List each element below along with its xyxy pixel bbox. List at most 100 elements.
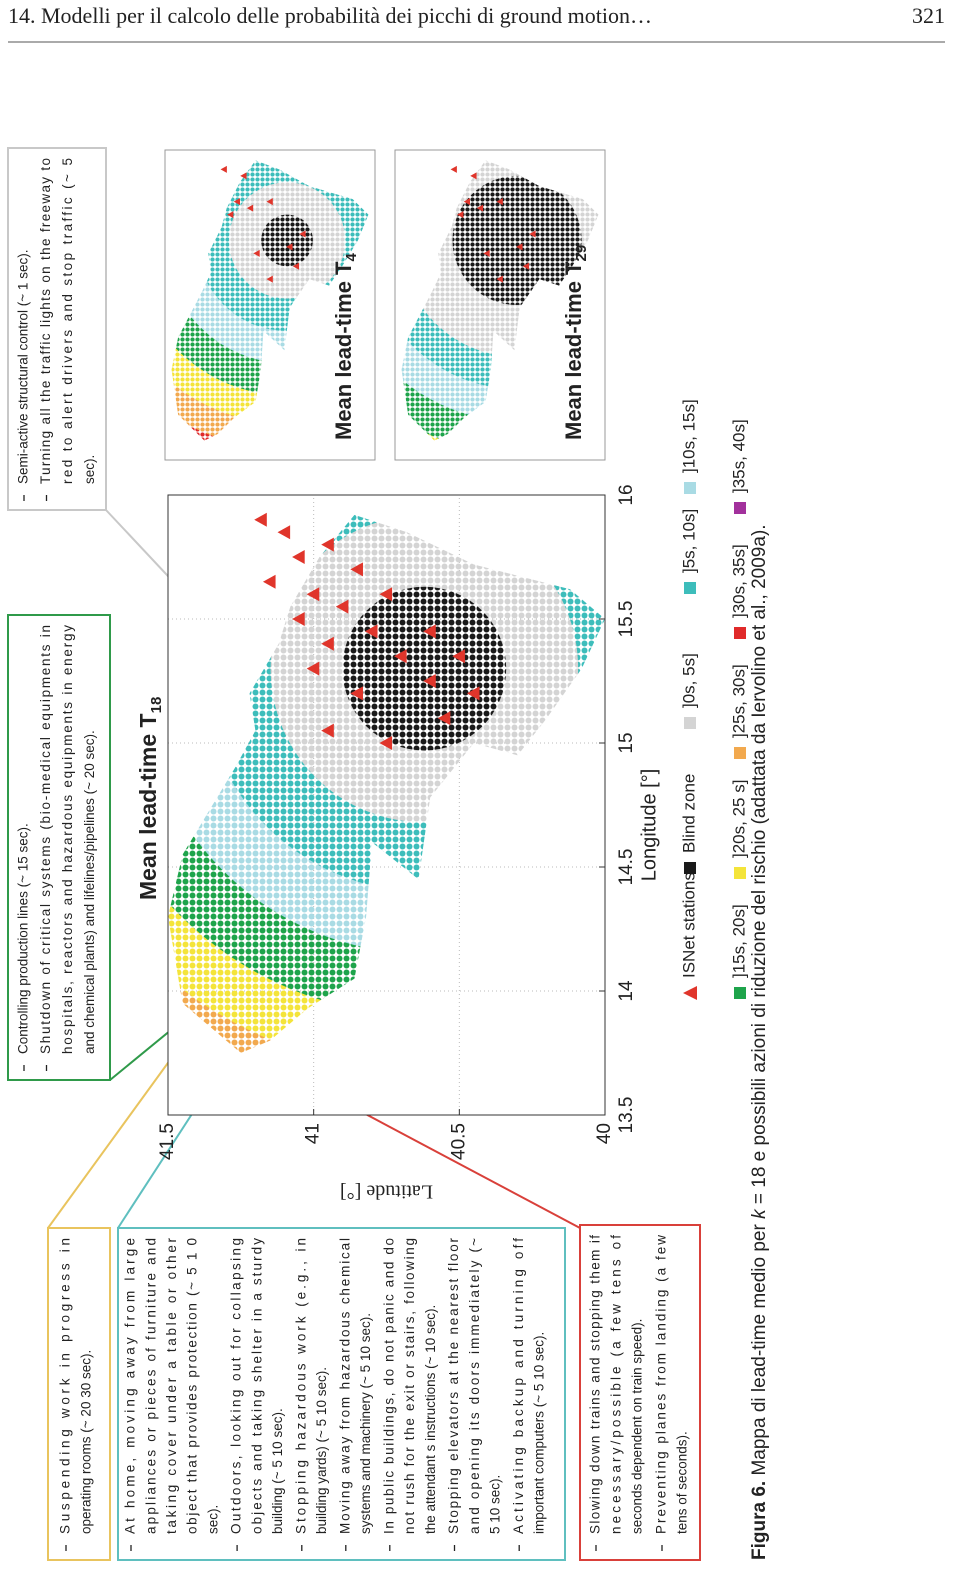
box-text-line: sec). [82, 455, 97, 484]
x-tick-label: 16 [616, 484, 637, 505]
box-frame [7, 614, 111, 1081]
legend-marker [734, 502, 746, 514]
inset-title: Mean lead-time T4 [331, 253, 360, 440]
station [227, 211, 234, 219]
plot-frame [167, 494, 606, 1116]
caption-label: Figura 6. [749, 1481, 770, 1560]
box-frame [579, 1224, 701, 1561]
legend-label: ]30s, 35s] [729, 544, 748, 618]
legend-item: ]0s, 5s] [679, 653, 698, 729]
box-text-line: At home, moving away from large [123, 1238, 138, 1534]
box-text-line: Outdoors, looking out for collapsing [229, 1238, 244, 1534]
station [350, 686, 363, 701]
lead-time-band [452, 175, 582, 305]
legend-marker [734, 627, 746, 639]
station [496, 198, 503, 206]
station [240, 172, 247, 180]
x-tick-label: 14 [616, 980, 637, 1002]
station [277, 525, 291, 540]
box-text-line: object that provides protection (~ 5 1 0 [185, 1238, 200, 1534]
map-title-text: Mean lead-time T [135, 713, 161, 900]
legend-label: ]25s, 30s] [729, 664, 748, 738]
inset-map: Mean lead-time T4 [164, 149, 376, 461]
station [437, 711, 451, 726]
caption-variable: k [749, 1208, 770, 1219]
box-text-line: In public buildings, do not panic and do [381, 1238, 396, 1534]
running-header: 14. Modelli per il calcolo delle probabi… [8, 3, 945, 43]
legend-marker [684, 482, 696, 494]
action-box: Slowing down trains and stopping them if… [579, 1224, 701, 1561]
box-text-line: and chemical plants) and lifelines/pipel… [82, 730, 97, 1054]
legend-item: ]15s, 20s] [729, 904, 748, 999]
caption-text: Mappa di lead-time medio per [749, 1219, 770, 1481]
box-text-line: red to alert drivers and stop traffic (~… [60, 158, 75, 484]
station [321, 723, 334, 738]
box-text-line: objects and taking shelter in a sturdy [249, 1238, 264, 1534]
box-text-line: operating rooms (~ 20 30 sec). [79, 1350, 94, 1534]
station [522, 262, 530, 270]
legend-label: ]0s, 5s] [679, 653, 698, 708]
legend-item: ]35s, 40s] [729, 419, 748, 514]
legend-item: ]30s, 35s] [729, 544, 748, 639]
action-box: Semi-active structural control (~ 1 sec)… [7, 147, 107, 511]
inset-map: Mean lead-time T29 [394, 149, 606, 461]
y-tick-label: 41.5 [157, 1123, 178, 1160]
station [466, 686, 480, 701]
station [423, 624, 436, 639]
station [321, 636, 334, 651]
legend-label: ]5s, 10s] [679, 509, 698, 573]
x-tick-label: 13.5 [616, 1097, 637, 1134]
y-tick-label: 40 [594, 1123, 615, 1144]
map-title-subscript: 18 [148, 697, 165, 714]
station [286, 243, 293, 251]
legend-item: ]5s, 10s] [679, 509, 698, 594]
station [483, 249, 490, 257]
box-text-line: sec). [205, 1505, 220, 1534]
station [292, 612, 305, 626]
box-text-line: Stopping hazardous work (e.g., in [293, 1238, 308, 1534]
box-text-line: building (~ 5 10 sec). [270, 1408, 285, 1534]
box-text-line: seconds dependent on train speed). [630, 1319, 645, 1534]
station [379, 587, 393, 602]
inset-title-subscript: 29 [573, 245, 590, 262]
legend-label: ]10s, 15s] [679, 399, 698, 473]
station [292, 262, 300, 270]
legend-marker [684, 717, 696, 729]
box-text-line: systems and machinery (~ 5 10 sec). [358, 1313, 373, 1534]
box-text-line: Activating backup and turning off [511, 1238, 526, 1534]
legend-marker [734, 987, 746, 999]
y-axis-label: Latitude [°] [340, 1180, 433, 1202]
header-title: 14. Modelli per il calcolo delle probabi… [8, 3, 652, 28]
box-text-line: Shutdown of critical systems (bio-medica… [38, 625, 53, 1054]
legend-marker [684, 582, 696, 594]
box-text-line: Preventing planes from landing (a few [654, 1235, 669, 1534]
legend-marker [734, 867, 746, 879]
box-text-line: Semi-active structural control (~ 1 sec)… [16, 250, 31, 484]
box-text-line: Moving away from hazardous chemical [337, 1238, 352, 1534]
station [299, 230, 306, 238]
box-text-line: Controlling production lines (~ 15 sec). [16, 823, 31, 1054]
box-text-line: the attendant s instructions (~ 10 sec). [423, 1305, 438, 1534]
lead-time-band [342, 586, 507, 751]
legend-item: ISNet stations [679, 872, 698, 1000]
x-tick-label: 14.5 [616, 849, 637, 886]
x-axis-label: Longitude [°] [638, 769, 660, 882]
box-frame [47, 1227, 111, 1561]
legend-label: ]35s, 40s] [729, 419, 748, 493]
box-text-line: Turning all the traffic lights on the fr… [38, 158, 53, 484]
legend-label: ISNet stations [679, 872, 698, 978]
box-text-line: Slowing down trains and stopping them if [588, 1235, 603, 1534]
box-text-line: necessary/possible (a few tens of [609, 1235, 624, 1534]
box-text-line: 5 10 sec). [487, 1475, 502, 1534]
station [457, 211, 464, 219]
action-box: Suspending work in progress in operating … [47, 1227, 111, 1561]
inset-title-subscript: 4 [343, 253, 360, 262]
station [233, 198, 240, 206]
station [350, 562, 363, 577]
caption: Figura 6. Mappa di lead-time medio per k… [749, 524, 770, 1560]
station [306, 661, 320, 676]
station [516, 243, 523, 251]
box-text-line: important computers (~ 5 10 sec). [531, 1332, 546, 1534]
station [379, 736, 393, 750]
